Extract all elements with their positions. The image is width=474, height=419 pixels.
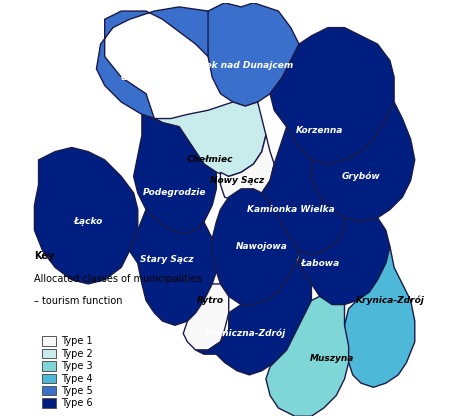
Polygon shape (266, 296, 349, 416)
Text: Rytro: Rytro (197, 296, 224, 305)
Text: Kamionka Wielka: Kamionka Wielka (247, 205, 335, 214)
Text: Nawojowa: Nawojowa (236, 242, 288, 251)
Text: Krynica-Zdrój: Krynica-Zdrój (356, 296, 424, 305)
Text: Allocated classes of municipalities: Allocated classes of municipalities (35, 274, 202, 284)
Polygon shape (311, 102, 415, 222)
Text: Nowy Sącz: Nowy Sącz (210, 176, 264, 185)
Polygon shape (96, 7, 208, 119)
Text: Podegrodzie: Podegrodzie (143, 189, 207, 197)
Text: Gródek nad Dunajcem: Gródek nad Dunajcem (181, 60, 293, 70)
Polygon shape (345, 247, 415, 387)
Text: Łabowa: Łabowa (300, 259, 339, 268)
Text: Key: Key (35, 251, 55, 261)
Legend: Type 1, Type 2, Type 3, Type 4, Type 5, Type 6: Type 1, Type 2, Type 3, Type 4, Type 5, … (39, 334, 95, 411)
Polygon shape (196, 259, 311, 375)
Polygon shape (129, 210, 216, 325)
Text: – tourism function: – tourism function (35, 296, 123, 306)
Polygon shape (134, 114, 216, 234)
Text: Piwniczna-Zdrój: Piwniczna-Zdrój (205, 329, 286, 338)
Text: Korzenna: Korzenna (296, 127, 343, 135)
Polygon shape (299, 218, 390, 305)
Polygon shape (35, 147, 138, 284)
Text: Stary Sącz: Stary Sącz (140, 255, 193, 264)
Text: Łososina Dolna: Łososina Dolna (120, 73, 197, 82)
Polygon shape (183, 284, 229, 350)
Polygon shape (204, 3, 299, 106)
Text: Chełmiec: Chełmiec (187, 155, 233, 164)
Polygon shape (220, 135, 274, 201)
Text: Łącko: Łącko (73, 217, 103, 226)
Text: Muszyna: Muszyna (310, 354, 354, 363)
Polygon shape (262, 127, 345, 255)
Polygon shape (212, 189, 299, 305)
Polygon shape (270, 28, 394, 164)
Polygon shape (155, 102, 266, 176)
Text: Grybów: Grybów (342, 172, 381, 181)
